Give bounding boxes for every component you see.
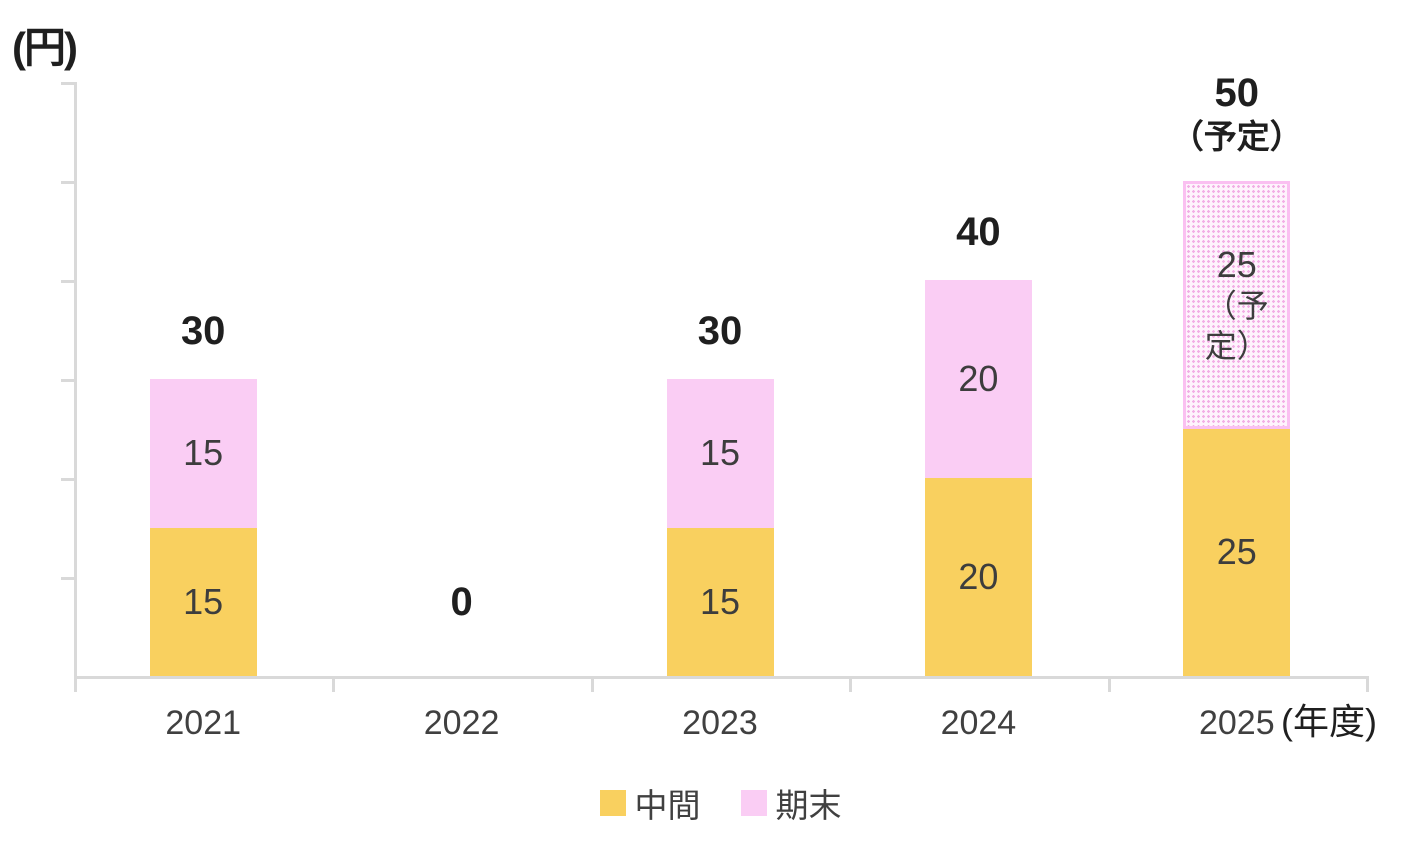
x-axis-tick xyxy=(74,679,77,692)
y-axis-tick xyxy=(61,181,74,184)
bar-segment-中間-2023 xyxy=(666,527,774,676)
legend: 中間 期末 xyxy=(75,779,1366,827)
bar-segment-期末-2023 xyxy=(666,379,774,528)
x-axis-label-2024: 2024 xyxy=(940,704,1017,742)
segment-label-中間-2023: 15 xyxy=(699,580,741,622)
yearend-legend-swatch xyxy=(740,790,767,816)
bar-segment-中間-2025 xyxy=(1183,428,1291,676)
x-axis-tick xyxy=(849,679,853,692)
total-label-2025: 50 （予定） xyxy=(1170,71,1303,155)
bar-segment-期末-2024 xyxy=(924,280,1032,478)
segment-label-中間-2021: 15 xyxy=(183,580,224,622)
segment-label-期末-2021: 15 xyxy=(183,432,224,474)
total-label-2021: 30 xyxy=(180,309,226,353)
legend-item-interim: 中間 xyxy=(599,779,701,827)
x-axis-label-2021: 2021 xyxy=(165,704,242,742)
bar-segment-中間-2024 xyxy=(924,478,1032,676)
x-axis-label-2023: 2023 xyxy=(682,704,758,742)
segment-label-期末-2025: 25 （予定） xyxy=(1204,243,1269,364)
x-axis-tick xyxy=(1366,679,1369,692)
x-axis-label-2025: 2025 xyxy=(1198,704,1275,742)
y-axis-tick xyxy=(61,577,74,580)
x-axis-label-2022: 2022 xyxy=(423,704,500,742)
interim-legend-swatch xyxy=(599,790,626,816)
segment-label-期末-2024: 20 xyxy=(958,358,999,399)
total-label-2024: 40 xyxy=(956,210,1001,254)
x-axis-tick xyxy=(1107,679,1111,692)
segment-label-中間-2025: 25 xyxy=(1216,531,1257,573)
y-axis-tick xyxy=(61,379,74,382)
segment-label-中間-2024: 20 xyxy=(958,556,999,597)
total-label-2022: 0 xyxy=(450,580,473,624)
bar-segment-中間-2021 xyxy=(149,527,257,676)
y-axis-unit-label: (円) xyxy=(12,24,78,71)
y-axis-tick xyxy=(61,478,74,481)
segment-label-期末-2023: 15 xyxy=(699,432,741,474)
bar-segment-期末-2021 xyxy=(149,379,257,528)
y-axis-line xyxy=(74,82,77,679)
x-axis-tick xyxy=(590,679,594,692)
y-axis-tick xyxy=(61,280,74,283)
total-label-2023: 30 xyxy=(697,309,743,353)
x-axis-suffix-label: (年度) xyxy=(1281,701,1377,742)
y-axis-tick xyxy=(61,82,74,85)
interim-legend-label: 中間 xyxy=(634,787,701,824)
yearend-legend-label: 期末 xyxy=(775,787,842,824)
legend-item-yearend: 期末 xyxy=(740,779,842,827)
x-axis-tick xyxy=(332,679,336,692)
bar-segment-期末-2025 xyxy=(1183,181,1291,429)
x-axis-line xyxy=(74,676,1369,679)
